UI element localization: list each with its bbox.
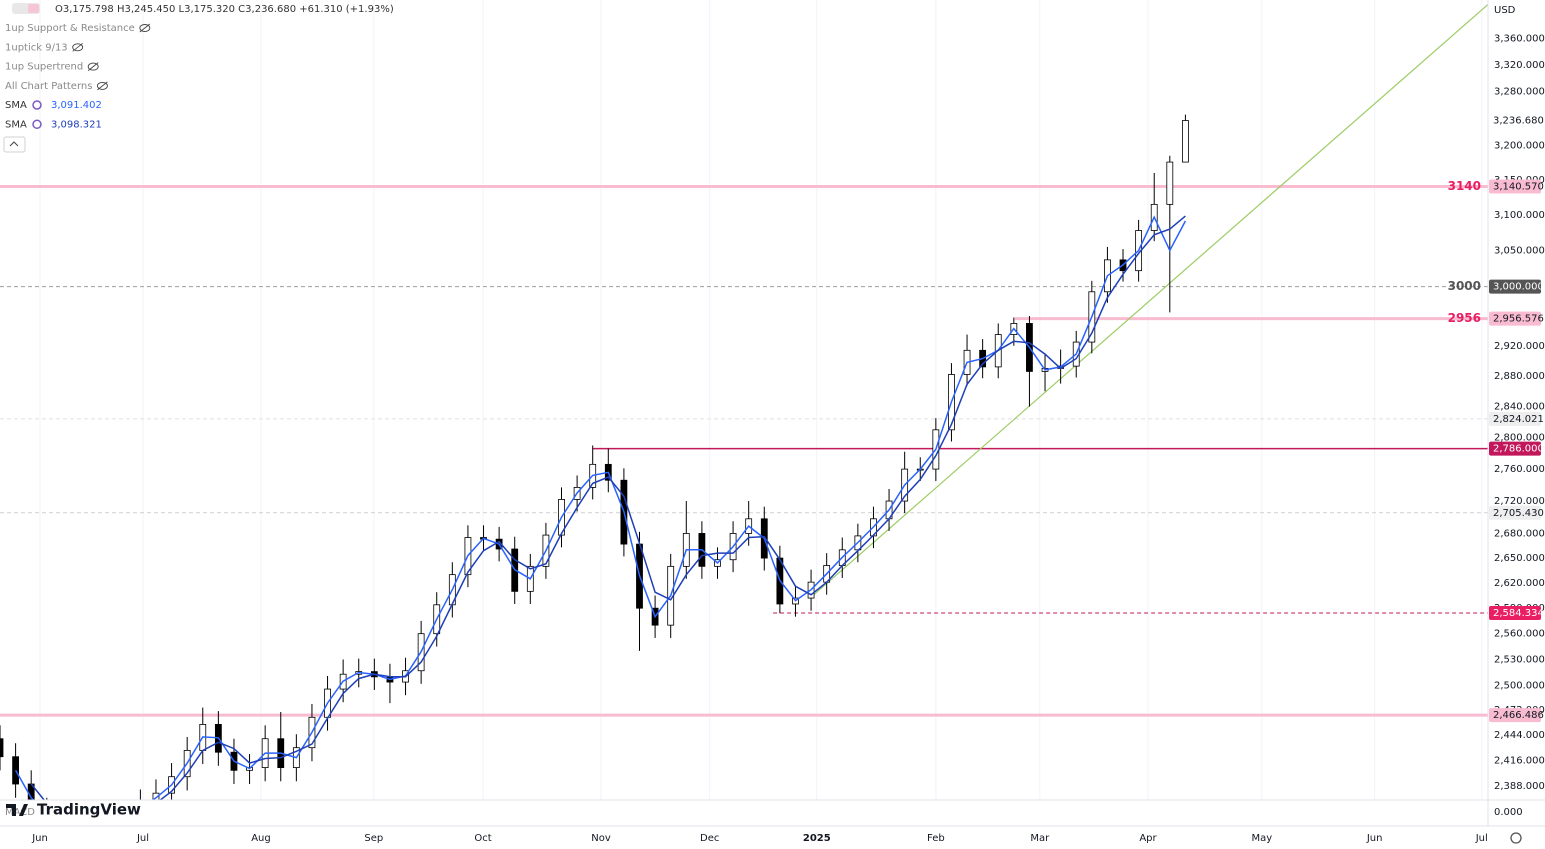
x-tick-label: Jul <box>1475 833 1488 844</box>
x-tick-label: Oct <box>474 833 491 844</box>
price-badge <box>1489 279 1541 294</box>
trend-line <box>809 4 1489 599</box>
y-tick-label: 2,650.000 <box>1494 553 1545 564</box>
legend-icon[interactable] <box>32 119 42 130</box>
y-tick-label: 2,620.000 <box>1494 578 1545 589</box>
y-tick-label: 2,444.000 <box>1494 730 1545 741</box>
price-badge <box>1489 505 1541 520</box>
indicator-name: 1up Support & Resistance <box>5 23 135 34</box>
x-tick-label: Dec <box>700 833 719 844</box>
price-badge-label: 2,705.430 <box>1493 508 1544 519</box>
price-badge-label: 2,824.021 <box>1493 414 1544 425</box>
y-tick-label: 2,880.000 <box>1494 371 1545 382</box>
y-tick-label: 2,530.000 <box>1494 654 1545 665</box>
price-badge-label: 2,584.334 <box>1493 608 1544 619</box>
y-tick-label: 3,360.000 <box>1494 34 1545 45</box>
y-tick-label: 3,100.000 <box>1494 210 1545 221</box>
x-tick-label: Nov <box>591 833 611 844</box>
legend-value: 3,091.402 <box>51 100 102 111</box>
y-tick-label: 3,200.000 <box>1494 140 1545 151</box>
visibility-icon[interactable] <box>139 24 151 32</box>
sma-lines <box>14 215 1187 800</box>
level-label: 3000 <box>1448 279 1481 293</box>
y-tick-label: 2,500.000 <box>1494 681 1545 692</box>
levels: 3140 3000 2956 <box>0 4 1489 717</box>
candle-body <box>1166 161 1174 205</box>
indicator-name: 1up Supertrend <box>5 62 83 73</box>
macd-zero-label: 0.000 <box>1494 807 1523 818</box>
last-price-label: 3,236.680 <box>1493 116 1544 127</box>
currency: USD <box>1494 5 1516 16</box>
price-badge <box>1489 411 1541 426</box>
x-tick-label: Feb <box>927 833 945 844</box>
grid <box>39 0 1483 800</box>
y-tick-label: 2,920.000 <box>1494 341 1545 352</box>
legend: O3,175.798 H3,245.450 L3,175.320 C3,236.… <box>3 3 394 153</box>
footer: MACD TradingView <box>5 801 141 819</box>
y-tick-label: 2,800.000 <box>1494 433 1545 444</box>
visibility-icon[interactable] <box>87 62 99 71</box>
last-price-badge <box>1489 113 1541 128</box>
x-tick-label: Sep <box>364 833 383 844</box>
y-tick-label: 2,720.000 <box>1494 496 1545 507</box>
x-tick-label: Jul <box>136 833 149 844</box>
price-badge-label: 2,786.000 <box>1493 444 1544 455</box>
y-tick-label: 2,560.000 <box>1494 629 1545 640</box>
ohlc: O3,175.798 H3,245.450 L3,175.320 C3,236.… <box>55 4 394 15</box>
candle-body <box>0 738 4 758</box>
visibility-slash <box>97 81 108 91</box>
y-tick-label: 2,416.000 <box>1494 755 1545 766</box>
price-badge <box>1489 441 1541 456</box>
indicator-name: All Chart Patterns <box>5 81 92 92</box>
x-tick-label: Jun <box>1366 833 1383 844</box>
level-label: 3140 <box>1448 179 1481 193</box>
visibility-slash <box>87 62 99 71</box>
visibility-icon[interactable] <box>96 81 108 90</box>
y-tick-label: 2,680.000 <box>1494 528 1545 539</box>
sma-line <box>30 215 1186 800</box>
brand-logo <box>6 804 28 816</box>
x-tick-label: Apr <box>1139 833 1157 844</box>
legend-name: SMA <box>5 100 27 111</box>
legend-value: 3,098.321 <box>51 119 102 130</box>
x-tick-label: Jun <box>31 833 48 844</box>
collapse-icon <box>9 141 19 147</box>
visibility-icon[interactable] <box>72 43 84 52</box>
y-tick-label: 3,050.000 <box>1494 246 1545 257</box>
price-badge <box>1489 708 1541 723</box>
candle-body <box>152 792 160 800</box>
indicator-name: 1uptick 9/13 <box>5 42 68 53</box>
collapse-button[interactable] <box>3 136 26 153</box>
price-badge <box>1489 311 1541 326</box>
y-tick-label: 2,388.000 <box>1494 781 1545 792</box>
price-badge-label: 2,466.486 <box>1493 710 1544 721</box>
visibility-slash <box>139 23 151 33</box>
x-tick-label: May <box>1251 833 1272 844</box>
price-badge <box>1489 605 1541 620</box>
macd-label: MACD <box>5 807 35 818</box>
price-badge-label: 2,956.576 <box>1493 314 1544 325</box>
price-badge-label: 3,140.570 <box>1493 181 1544 192</box>
legend-name: SMA <box>5 119 27 130</box>
toggle-on <box>28 4 39 13</box>
legend-icon[interactable] <box>32 100 42 110</box>
visibility-slash <box>72 42 83 52</box>
price-badge-label: 3,000.000 <box>1493 282 1544 293</box>
y-tick-label: 2,840.000 <box>1494 402 1545 413</box>
y-tick-label: 2,760.000 <box>1494 464 1545 475</box>
settings-icon[interactable] <box>1510 832 1522 844</box>
sma-line <box>14 215 1187 800</box>
y-tick-label: 3,280.000 <box>1494 86 1545 97</box>
candle-body <box>1182 120 1189 163</box>
x-tick-label: Mar <box>1030 833 1050 844</box>
level-label: 2956 <box>1448 311 1481 325</box>
y-tick-label: 3,320.000 <box>1494 60 1545 71</box>
x-tick-label: 2025 <box>803 833 831 844</box>
brand: TradingView <box>37 801 141 819</box>
x-tick-label: Aug <box>251 833 271 844</box>
price-badge <box>1489 179 1541 194</box>
